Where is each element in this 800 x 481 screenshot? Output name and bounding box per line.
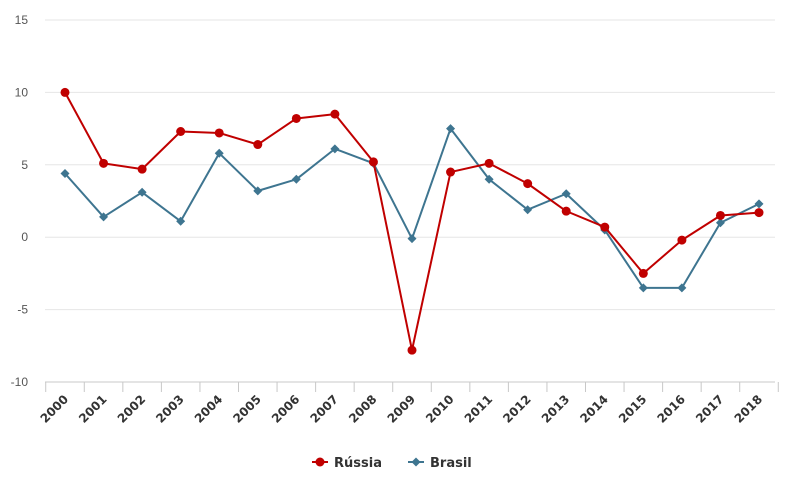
data-point-brasil xyxy=(137,187,147,197)
y-tick-label: 0 xyxy=(21,230,28,244)
data-point-russia xyxy=(407,345,417,355)
data-point-brasil xyxy=(99,212,109,222)
legend-label: Brasil xyxy=(430,456,472,471)
data-point-russia xyxy=(99,158,109,168)
series-russia xyxy=(60,87,764,355)
legend-marker-icon xyxy=(315,457,325,467)
y-tick-label: -5 xyxy=(17,303,28,317)
legend-item-russia[interactable]: Rússia xyxy=(312,456,382,471)
x-tick-label: 2017 xyxy=(693,392,727,426)
x-tick-label: 2015 xyxy=(616,392,650,426)
legend-marker-icon xyxy=(411,457,421,467)
y-axis: -10 -5 0 5 10 15 xyxy=(11,13,29,389)
x-tick-label: 2018 xyxy=(732,392,766,426)
data-point-brasil xyxy=(677,283,687,293)
data-point-brasil xyxy=(253,186,263,196)
data-point-russia xyxy=(137,164,147,174)
data-point-russia xyxy=(214,128,224,138)
data-point-brasil xyxy=(330,144,340,154)
x-tick-label: 2006 xyxy=(269,392,303,426)
data-point-brasil xyxy=(561,189,571,199)
x-tick-label: 2003 xyxy=(153,392,187,426)
x-tick-label: 2012 xyxy=(500,392,534,426)
x-tick-label: 2016 xyxy=(654,392,688,426)
data-point-russia xyxy=(561,206,571,216)
legend[interactable]: Rússia Brasil xyxy=(312,456,472,471)
y-tick-label: -10 xyxy=(11,375,29,389)
data-point-brasil xyxy=(638,283,648,293)
y-tick-label: 10 xyxy=(15,85,29,99)
x-tick-label: 2000 xyxy=(38,392,72,426)
x-tick-label: 2010 xyxy=(423,392,457,426)
data-point-russia xyxy=(253,140,263,150)
x-tick-label: 2001 xyxy=(76,392,110,426)
data-point-brasil xyxy=(291,174,301,184)
data-point-brasil xyxy=(214,148,224,158)
series-brasil xyxy=(60,124,764,293)
data-point-russia xyxy=(484,158,494,168)
x-tick-label: 2014 xyxy=(577,392,611,426)
data-point-russia xyxy=(754,208,764,218)
x-tick-label: 2004 xyxy=(192,392,226,426)
x-tick-label: 2008 xyxy=(346,392,380,426)
x-tick-label: 2011 xyxy=(462,392,496,426)
x-tick-label: 2009 xyxy=(385,392,419,426)
y-tick-label: 5 xyxy=(21,158,28,172)
data-point-russia xyxy=(523,179,533,189)
x-tick-label: 2013 xyxy=(539,392,573,426)
data-point-brasil xyxy=(176,216,186,226)
data-point-russia xyxy=(600,222,610,232)
data-point-russia xyxy=(715,210,725,220)
data-point-russia xyxy=(176,126,186,136)
data-point-russia xyxy=(368,157,378,167)
data-point-brasil xyxy=(407,234,417,244)
y-tick-label: 15 xyxy=(15,13,29,27)
series-layer xyxy=(60,87,764,355)
data-point-brasil xyxy=(60,168,70,178)
data-point-russia xyxy=(330,109,340,119)
data-point-brasil xyxy=(484,174,494,184)
x-axis: 2000 2001 2002 2003 2004 2005 2006 2007 2008 2009… xyxy=(38,382,779,426)
x-tick-label: 2005 xyxy=(230,392,264,426)
x-tick-label: 2002 xyxy=(115,392,149,426)
series-line-russia xyxy=(64,91,760,352)
x-tick-label: 2007 xyxy=(307,392,341,426)
data-point-brasil xyxy=(523,205,533,215)
data-point-russia xyxy=(60,87,70,97)
data-point-brasil xyxy=(754,199,764,209)
data-point-brasil xyxy=(715,218,725,228)
data-point-brasil xyxy=(446,124,456,134)
legend-item-brasil[interactable]: Brasil xyxy=(408,456,472,471)
data-point-russia xyxy=(677,235,687,245)
data-point-russia xyxy=(446,167,456,177)
data-point-russia xyxy=(291,113,301,123)
data-point-russia xyxy=(638,268,648,278)
legend-label: Rússia xyxy=(334,456,382,471)
